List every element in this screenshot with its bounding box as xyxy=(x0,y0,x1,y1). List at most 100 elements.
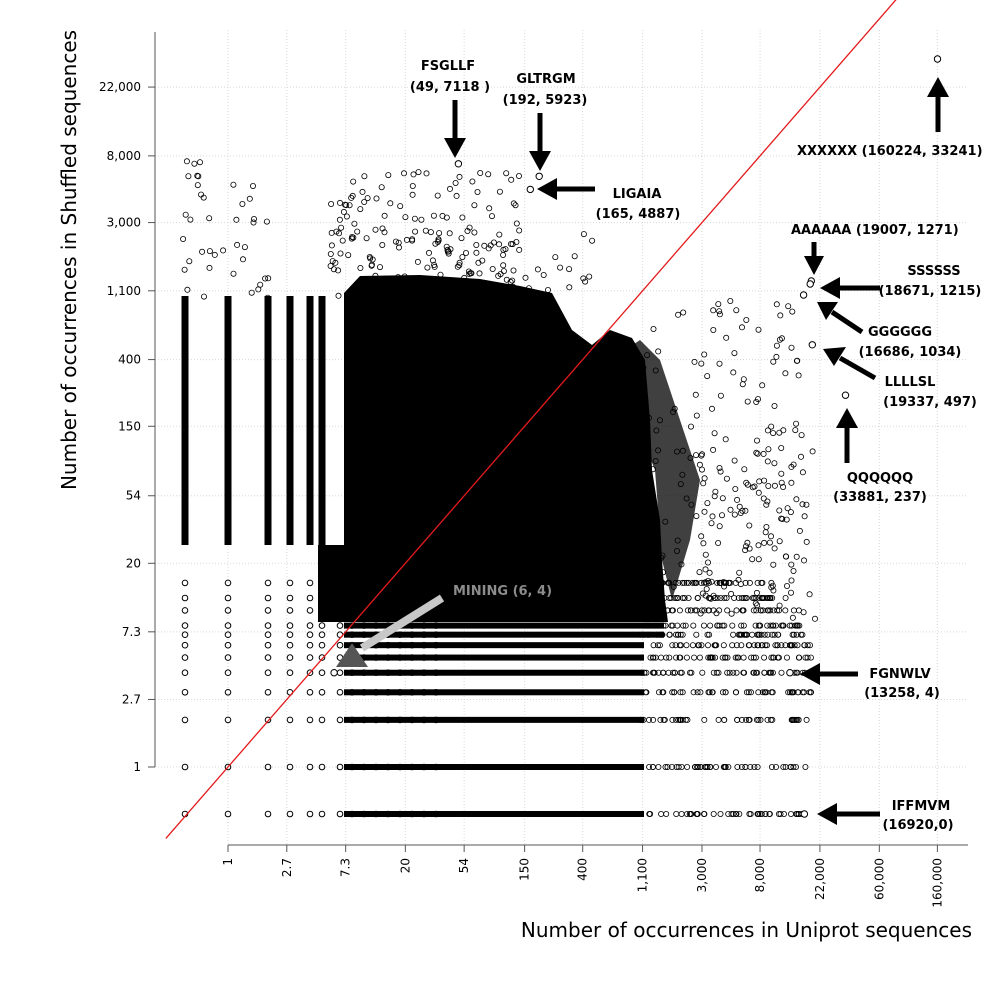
left-column-top-19 xyxy=(263,218,270,225)
row-point-1-17 xyxy=(738,764,745,771)
right-outlier-93 xyxy=(743,316,750,323)
annotation-mining-label: MINING (6, 4) xyxy=(453,584,552,599)
row-point-9-44 xyxy=(684,607,691,614)
col-row-point-5-5 xyxy=(318,654,326,661)
upper-outlier-61 xyxy=(357,264,364,271)
ladder-point-0-8 xyxy=(336,622,344,629)
far-right-outlier-10 xyxy=(761,539,768,546)
right-outlier-64 xyxy=(670,583,677,590)
annotation-iffmvm-coords: (16920,0) xyxy=(882,818,953,833)
far-right-outlier-43 xyxy=(699,590,706,597)
left-column-top-13 xyxy=(255,286,262,293)
left-column-top-10 xyxy=(187,216,194,223)
row-point-3-32 xyxy=(808,689,815,696)
row-point-0-26 xyxy=(747,811,754,818)
row-point-9-39 xyxy=(676,607,683,614)
column-strip-4 xyxy=(306,296,314,545)
row-point-3-10 xyxy=(785,689,792,696)
row-point-7-12 xyxy=(656,631,663,638)
right-outlier-130 xyxy=(706,569,713,576)
upper-outlier-63 xyxy=(459,214,466,221)
row-point-6-16 xyxy=(801,642,808,649)
col-row-point-5-2 xyxy=(318,716,326,724)
upper-outlier-90 xyxy=(430,212,437,219)
col-row-point-1-7 xyxy=(224,631,232,639)
row-point-7-19 xyxy=(693,631,700,638)
upper-outlier-86 xyxy=(373,195,380,202)
col-row-point-0-7 xyxy=(181,631,189,639)
col-row-point-4-0 xyxy=(306,810,314,818)
col-row-point-4-8 xyxy=(306,622,314,629)
right-outlier-30 xyxy=(783,516,790,523)
upper-ridge-16 xyxy=(392,238,399,245)
upper-ridge-2 xyxy=(401,273,408,280)
y-axis-title: Number of occurrences in Shuffled sequen… xyxy=(57,30,81,490)
row-point-10-31 xyxy=(759,595,766,602)
row-point-4-40 xyxy=(671,669,678,676)
row-point-9-40 xyxy=(774,607,781,614)
far-right-outlier-66 xyxy=(736,569,743,576)
upper-outlier-111 xyxy=(395,244,402,251)
upper-ridge-52 xyxy=(513,294,520,301)
row-point-1-27 xyxy=(793,764,800,771)
ladder-point-8-4 xyxy=(432,669,440,677)
row-point-11-2 xyxy=(714,579,721,586)
left-column-top-39 xyxy=(194,172,201,179)
ladder-point-8-0 xyxy=(432,810,440,818)
right-outlier-125 xyxy=(654,543,661,550)
left-column-top-17 xyxy=(264,294,271,301)
row-point-4-14 xyxy=(687,669,694,676)
row-point-11-13 xyxy=(683,579,690,586)
row-strips xyxy=(181,579,815,818)
row-point-8-20 xyxy=(792,622,799,629)
far-right-outlier-7 xyxy=(705,559,712,566)
ladder-point-6-1 xyxy=(408,763,416,771)
right-outlier-135 xyxy=(698,360,705,367)
ladder-point-2-11 xyxy=(360,579,368,587)
right-outlier-52 xyxy=(670,408,677,415)
y-tick-label-5: 150 xyxy=(118,419,141,433)
row-point-7-21 xyxy=(799,631,806,638)
ladder-point-5-3 xyxy=(396,689,404,696)
col-row-point-5-10 xyxy=(318,594,326,602)
upper-ridge-14 xyxy=(510,267,517,274)
far-right-outlier-30 xyxy=(798,453,805,460)
far-right-outlier-59 xyxy=(784,505,791,512)
ladder-point-3-3 xyxy=(372,689,380,696)
far-right-outlier-56 xyxy=(719,512,726,519)
upper-outlier-81 xyxy=(415,169,422,176)
row-point-1-2 xyxy=(669,764,676,771)
x-tick-label-10: 22,000 xyxy=(813,858,827,900)
row-point-7-34 xyxy=(674,631,681,638)
col-row-point-3-7 xyxy=(286,631,294,639)
row-point-2-18 xyxy=(764,716,771,723)
row-point-3-3 xyxy=(656,689,663,696)
ladder-point-8-3 xyxy=(432,689,440,696)
row-point-4-28 xyxy=(761,669,768,676)
right-outlier-63 xyxy=(642,422,649,429)
left-column-top-5 xyxy=(250,215,257,222)
row-point-10-36 xyxy=(717,595,724,602)
far-right-outlier-34 xyxy=(756,478,763,485)
ladder-point-8-2 xyxy=(432,716,440,724)
col-row-point-3-11 xyxy=(286,579,294,587)
upper-outlier-48 xyxy=(508,176,515,183)
ladder-point-5-10 xyxy=(396,594,404,602)
right-outlier-78 xyxy=(693,513,700,520)
col-row-point-0-11 xyxy=(181,579,189,587)
row-point-2-24 xyxy=(701,716,708,723)
row-point-3-28 xyxy=(709,689,716,696)
upper-outlier-89 xyxy=(361,198,368,205)
annotation-ssssss-name: SSSSSS xyxy=(907,264,960,279)
right-outlier-148 xyxy=(743,479,750,486)
upper-outlier-17 xyxy=(434,192,441,199)
right-outlier-133 xyxy=(711,430,718,437)
col-row-point-1-9 xyxy=(224,607,232,614)
row-point-0-43 xyxy=(684,811,691,818)
ladder-point-4-9 xyxy=(384,607,392,614)
row-point-7-20 xyxy=(758,631,765,638)
row-point-6-44 xyxy=(689,642,696,649)
ladder-point-6-10 xyxy=(408,594,416,602)
row-point-1-35 xyxy=(768,764,775,771)
row-point-7-43 xyxy=(771,631,778,638)
